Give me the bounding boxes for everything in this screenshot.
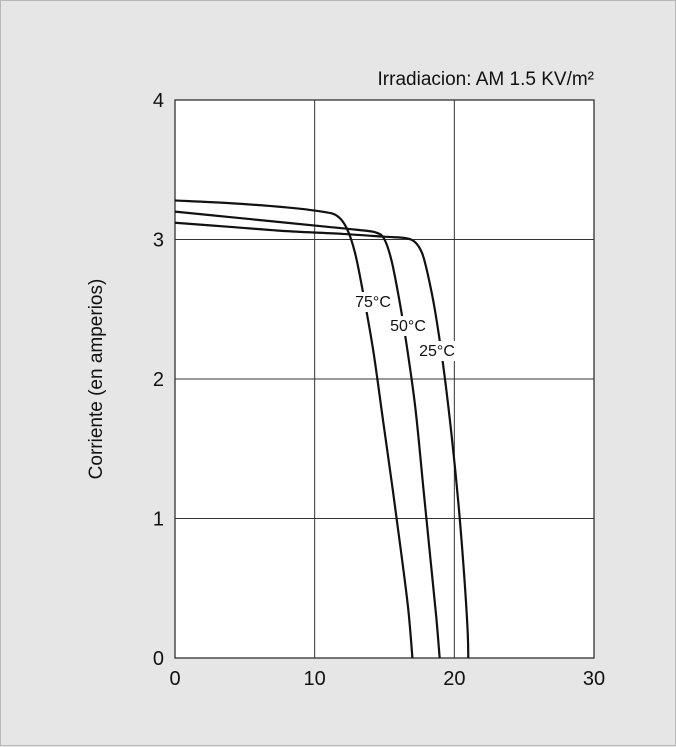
curve-label: 75°C — [355, 294, 391, 311]
x-tick-label: 30 — [583, 668, 605, 690]
curve-labels: 75°C 50°C 25°C — [355, 294, 455, 360]
annotation-backgrounds — [353, 292, 457, 361]
series-lines — [174, 199, 470, 659]
curve-label: 50°C — [390, 318, 426, 335]
curve-label-background — [388, 316, 428, 336]
chart-title: Irradiacion: AM 1.5 KV/m² — [378, 69, 594, 90]
y-tick-label: 4 — [153, 90, 164, 112]
curve-label: 25°C — [419, 343, 455, 360]
y-tick-label: 2 — [153, 369, 164, 391]
y-axis-label: Corriente (en amperios) — [86, 279, 107, 480]
x-tick-label: 10 — [304, 668, 326, 690]
x-tick-label: 20 — [443, 668, 465, 690]
curve-label-background — [353, 292, 393, 312]
tick-labels: 0 10 20 30 0 1 2 3 4 — [153, 90, 605, 690]
curve-label-background — [417, 341, 457, 361]
series-line-25C — [174, 221, 470, 659]
series-line-50C — [174, 210, 441, 659]
series-line-75C — [174, 199, 414, 659]
y-tick-label: 0 — [153, 648, 164, 670]
y-tick-label: 1 — [153, 509, 164, 531]
x-tick-label: 0 — [169, 668, 180, 690]
y-tick-label: 3 — [153, 230, 164, 252]
